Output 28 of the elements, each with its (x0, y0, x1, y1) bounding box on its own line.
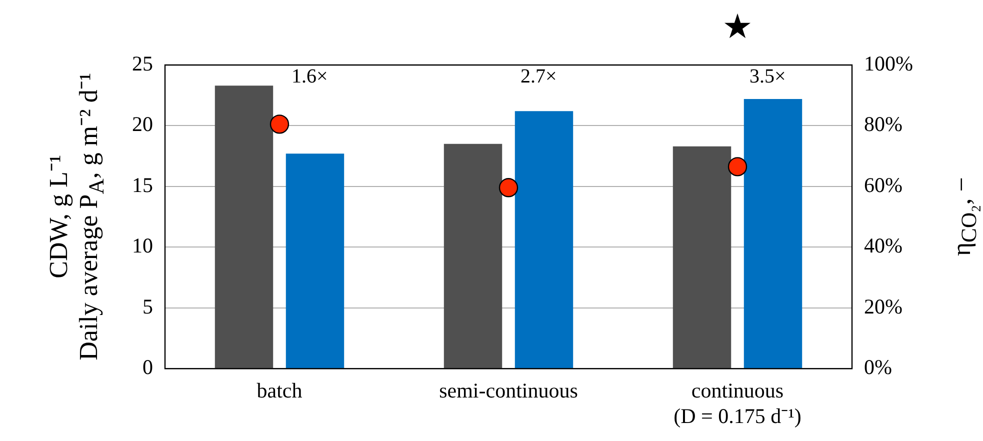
y-tick-label: 20 (132, 112, 153, 136)
bar (744, 99, 802, 368)
bar (672, 146, 732, 368)
y-tick-label: 25 (132, 52, 153, 76)
y2-tick-label: 100% (864, 52, 914, 76)
y-tick-label: 15 (132, 172, 153, 197)
bar (286, 154, 344, 368)
x-tick-label: batch (256, 378, 303, 403)
annotation: 1.6× (292, 65, 328, 88)
y2-tick-label: 80% (864, 112, 903, 136)
point (498, 178, 518, 198)
bar (214, 86, 274, 368)
bar (444, 144, 502, 368)
annotation: 2.7× (520, 65, 557, 88)
y2-tick-label: 40% (864, 234, 903, 258)
y-tick-label: 10 (132, 234, 153, 258)
x-tick-label: continuous (D = 0.175 d⁻¹) (674, 378, 802, 428)
annotation: 3.5× (750, 65, 786, 88)
point (270, 114, 290, 134)
point (728, 157, 748, 176)
text: ★ (722, 6, 753, 47)
y2-tick-label: 0% (864, 355, 892, 380)
y2-tick-label: 60% (864, 172, 903, 197)
bar (514, 111, 574, 368)
y-tick-label: 5 (142, 294, 153, 318)
x-tick-label: semi-continuous (439, 378, 578, 403)
y2-tick-label: 20% (864, 294, 903, 318)
y-tick-label: 0 (142, 355, 153, 380)
